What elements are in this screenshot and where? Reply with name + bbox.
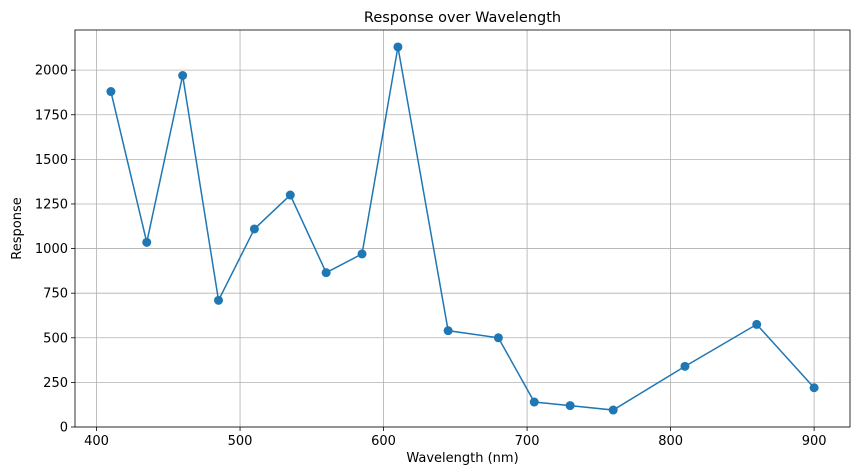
data-point [529,397,539,407]
data-point [214,295,224,305]
data-point [249,224,259,234]
y-axis-label: Response [10,197,25,259]
y-axis-ticks: 0 250 500 750 1000 1250 1500 1750 2000 [35,64,75,436]
data-point [106,87,116,97]
data-point [809,383,819,393]
y-tick-label: 0 [60,421,68,436]
data-point [493,333,503,343]
x-tick-label: 700 [515,434,540,449]
data-point [178,70,188,80]
y-tick-label: 1500 [35,153,68,168]
y-tick-label: 1250 [35,197,68,212]
series-layer [106,42,819,415]
data-point [565,401,575,411]
y-tick-label: 1000 [35,242,68,257]
y-tick-label: 250 [43,376,68,391]
data-point [680,361,690,371]
y-tick-label: 1750 [35,108,68,123]
x-tick-label: 500 [228,434,253,449]
data-point [321,268,331,278]
data-point [142,237,152,247]
y-tick-label: 2000 [35,64,68,79]
x-axis-label: Wavelength (nm) [406,451,518,466]
data-point [443,326,453,336]
data-point [752,319,762,329]
plot-frame [74,29,851,428]
chart-title: Response over Wavelength [364,10,561,26]
x-tick-label: 400 [84,434,109,449]
x-axis-ticks: 400 500 600 700 800 900 [84,427,827,449]
x-tick-label: 900 [802,434,827,449]
data-point [357,249,367,259]
data-point [285,190,295,200]
data-point [608,405,618,415]
y-tick-label: 500 [43,331,68,346]
data-point [393,42,403,52]
x-tick-label: 800 [658,434,683,449]
x-tick-label: 600 [371,434,396,449]
grid-lines [75,30,850,428]
y-tick-label: 750 [43,287,68,302]
